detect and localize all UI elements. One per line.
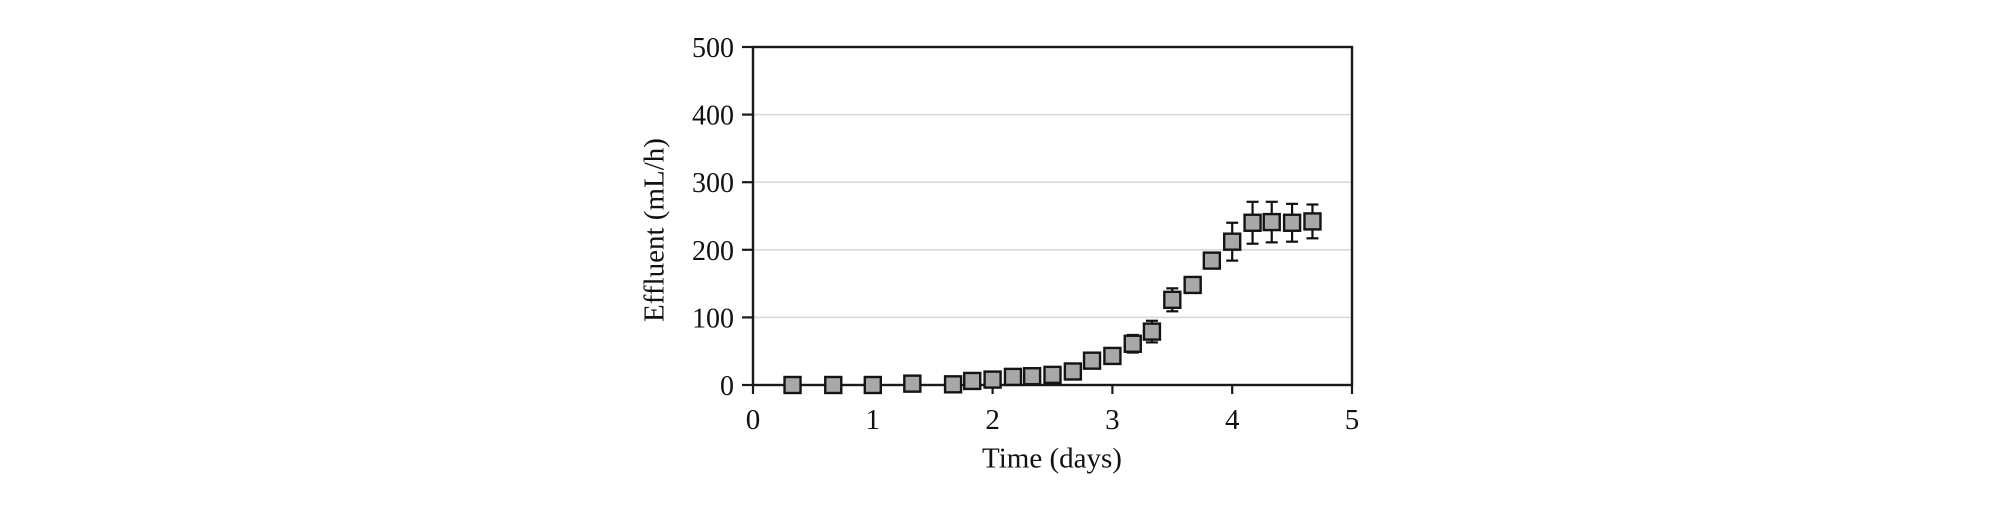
x-tick-label: 3 <box>1105 404 1120 436</box>
data-point-marker <box>863 375 882 395</box>
y-tick-label: 400 <box>692 101 734 132</box>
x-tick-label: 2 <box>985 404 1000 436</box>
x-tick-label: 5 <box>1345 404 1360 436</box>
data-point-marker <box>983 370 1002 389</box>
data-point-marker <box>783 375 802 395</box>
data-point-marker <box>1003 367 1023 387</box>
data-point-marker <box>824 375 843 395</box>
y-tick-label: 200 <box>692 236 734 267</box>
data-point-marker <box>1022 367 1042 386</box>
data-point-marker <box>1142 322 1162 341</box>
data-point-marker <box>903 374 922 393</box>
x-tick-label: 4 <box>1225 404 1240 436</box>
data-point-marker <box>943 375 963 394</box>
data-point-marker <box>1183 275 1202 295</box>
data-point-marker <box>963 371 982 391</box>
y-tick-label: 100 <box>692 303 734 334</box>
data-point-marker <box>1222 232 1242 251</box>
data-point-marker <box>1163 290 1182 310</box>
x-tick-label: 1 <box>866 404 881 436</box>
plot-border <box>751 45 1354 387</box>
data-point-marker <box>1043 365 1062 385</box>
x-axis-title: Time (days) <box>982 442 1122 475</box>
data-point-marker <box>1063 362 1083 381</box>
y-tick-label: 500 <box>692 33 734 64</box>
data-point-marker <box>1262 212 1281 232</box>
y-tick-label: 300 <box>692 168 734 199</box>
data-point-marker <box>1202 251 1222 270</box>
y-axis-title: Effluent (mL/h) <box>638 138 671 322</box>
y-tick-label: 0 <box>720 371 734 402</box>
data-point-marker <box>1243 213 1262 232</box>
data-point-marker <box>1082 351 1102 370</box>
x-tick-label: 0 <box>746 404 761 436</box>
data-point-marker <box>1282 213 1302 232</box>
data-point-marker <box>1103 346 1122 366</box>
data-point-marker <box>1303 212 1322 231</box>
data-point-marker <box>1123 334 1142 353</box>
